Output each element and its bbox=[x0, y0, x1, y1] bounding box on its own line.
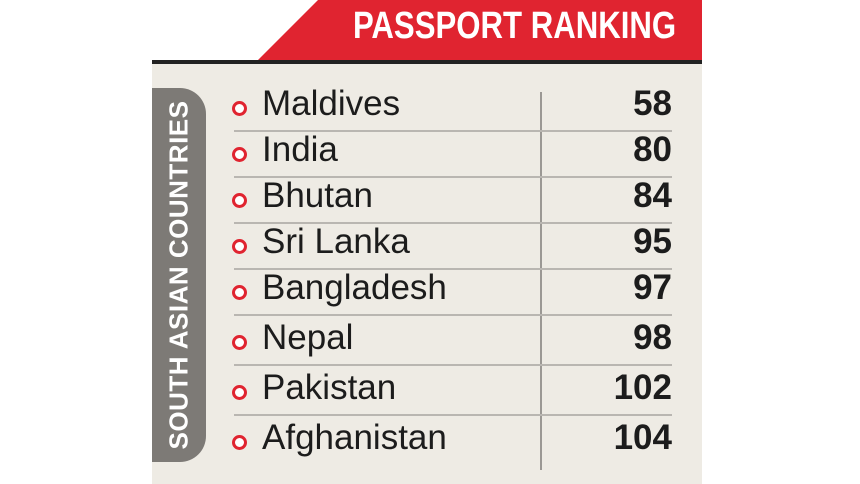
row-separator bbox=[234, 176, 672, 178]
bullet-icon bbox=[232, 335, 247, 350]
column-divider bbox=[540, 92, 542, 470]
bullet-icon bbox=[232, 101, 247, 116]
bullet-icon bbox=[232, 147, 247, 162]
country-name: Bhutan bbox=[262, 176, 373, 215]
rank-value: 97 bbox=[633, 268, 672, 307]
title-banner: PASSPORT RANKING bbox=[258, 0, 702, 60]
country-name: Maldives bbox=[262, 84, 401, 123]
country-name: Nepal bbox=[262, 318, 354, 357]
country-name: Sri Lanka bbox=[262, 222, 410, 261]
row-separator bbox=[234, 268, 672, 270]
row-separator bbox=[234, 314, 672, 316]
table-row: Sri Lanka 95 bbox=[230, 222, 672, 270]
table-row: Maldives 58 bbox=[230, 84, 672, 132]
country-name: Afghanistan bbox=[262, 418, 447, 457]
bullet-icon bbox=[232, 239, 247, 254]
table-row: Nepal 98 bbox=[230, 318, 672, 366]
table-row: Pakistan 102 bbox=[230, 368, 672, 416]
rank-value: 84 bbox=[633, 176, 672, 215]
bullet-icon bbox=[232, 285, 247, 300]
table-row: Afghanistan 104 bbox=[230, 418, 672, 466]
rank-value: 98 bbox=[633, 318, 672, 357]
bullet-icon bbox=[232, 193, 247, 208]
rank-value: 58 bbox=[633, 84, 672, 123]
row-separator bbox=[234, 364, 672, 366]
bullet-icon bbox=[232, 435, 247, 450]
row-separator bbox=[234, 130, 672, 132]
group-tab bbox=[152, 88, 206, 462]
bullet-icon bbox=[232, 385, 247, 400]
country-name: India bbox=[262, 130, 338, 169]
table-row: Bangladesh 97 bbox=[230, 268, 672, 316]
ranking-panel bbox=[152, 62, 702, 484]
rank-value: 102 bbox=[613, 368, 672, 407]
row-separator bbox=[234, 222, 672, 224]
rank-value: 95 bbox=[633, 222, 672, 261]
chart-title: PASSPORT RANKING bbox=[352, 5, 676, 47]
country-name: Bangladesh bbox=[262, 268, 447, 307]
row-separator bbox=[234, 414, 672, 416]
rank-value: 104 bbox=[613, 418, 672, 457]
country-name: Pakistan bbox=[262, 368, 397, 407]
table-row: India 80 bbox=[230, 130, 672, 178]
header-rule bbox=[152, 60, 702, 64]
group-label: SOUTH ASIAN COUNTRIES bbox=[163, 100, 194, 450]
rank-value: 80 bbox=[633, 130, 672, 169]
table-row: Bhutan 84 bbox=[230, 176, 672, 224]
